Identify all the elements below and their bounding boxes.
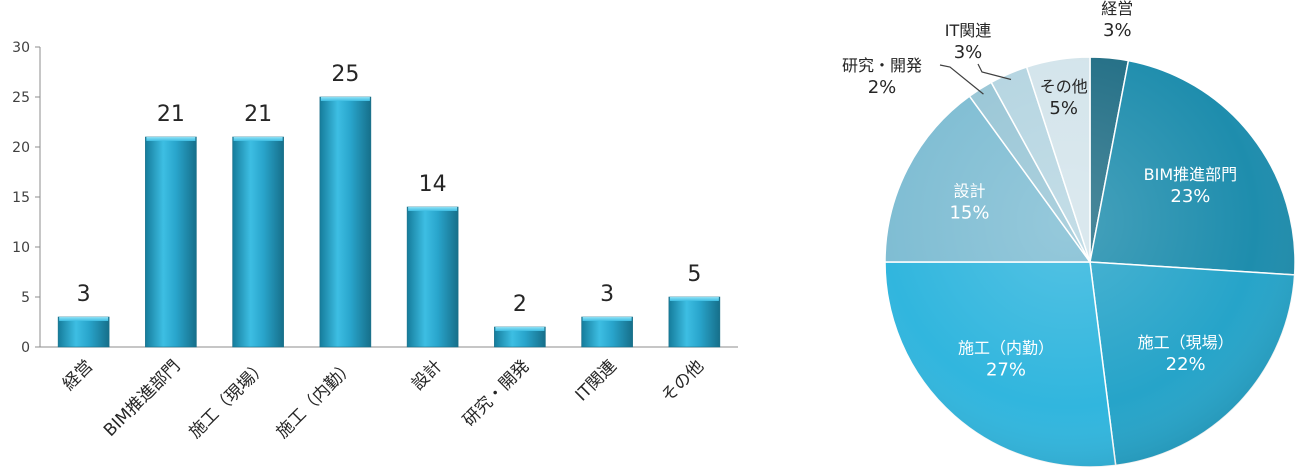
x-category-label: 設計: [408, 356, 446, 394]
x-category-label: BIM推進部門: [100, 356, 184, 440]
y-tick-label: 10: [12, 240, 30, 256]
bar-data-label: 5: [687, 262, 701, 287]
bar-data-label: 3: [600, 282, 614, 307]
y-tick-label: 5: [21, 290, 30, 306]
pie-percent-label: 3%: [1103, 20, 1132, 41]
x-category-label: 施工（内勤）: [273, 356, 359, 442]
pie-slice-label: BIM推進部門 23%: [1144, 165, 1238, 207]
bar: [232, 136, 284, 348]
pie-percent-label: 2%: [868, 77, 897, 98]
bar-data-label: 3: [77, 282, 91, 307]
bar-data-label: 21: [157, 102, 185, 127]
x-category-label: その他: [658, 356, 708, 406]
y-tick-label: 25: [12, 90, 30, 106]
bar: [319, 96, 372, 348]
bar-data-label: 14: [419, 172, 447, 197]
bar-data-label: 2: [513, 292, 527, 317]
y-tick-label: 30: [12, 40, 30, 56]
pie-leader-line: [977, 63, 1012, 81]
pie-category-label: 設計: [953, 182, 985, 201]
pie-slice-label: その他 5%: [1040, 77, 1088, 119]
pie-category-label: その他: [1040, 77, 1088, 96]
bar: [581, 316, 633, 348]
bar-data-label: 25: [331, 62, 359, 87]
bar-series: [57, 96, 721, 348]
pie-slice-label: 施工（内勤） 27%: [958, 338, 1054, 380]
pie-percent-label: 27%: [986, 359, 1026, 380]
pie-category-label: 施工（内勤）: [958, 338, 1054, 357]
pie-slice-label: 施工（現場） 22%: [1138, 333, 1234, 375]
pie-category-label: IT関連: [945, 21, 992, 40]
x-category-label: IT関連: [572, 356, 621, 405]
x-category-label: 研究・開発: [459, 356, 533, 430]
pie-leader-line: [939, 64, 984, 95]
x-category-label: 施工（現場）: [185, 356, 271, 442]
pie-percent-label: 15%: [949, 203, 989, 224]
bar-data-labels: 3 21 21 25 14 2 3 5: [77, 62, 702, 317]
pie-slice-label: IT関連 3%: [945, 21, 992, 63]
pie-slice-label: 経営 3%: [1101, 0, 1133, 41]
pie-category-label: BIM推進部門: [1144, 165, 1238, 184]
pie-percent-label: 23%: [1170, 186, 1210, 207]
pie-slices: [884, 56, 1296, 468]
bar: [145, 136, 197, 348]
y-tick-label: 20: [12, 140, 30, 156]
pie-category-label: 経営: [1101, 0, 1133, 18]
pie-labels: 経営 3% BIM推進部門 23% 施工（現場） 22% 施工（内勤） 27% 設計 15% 研究・…: [842, 0, 1237, 380]
y-tick-label: 0: [21, 340, 30, 356]
pie-category-label: 施工（現場）: [1138, 333, 1234, 352]
bar-chart: 3 21 21 25 14 2 3 5 0 5 10 15 20 25 30 経営 BIM推進部門 施工（現場…: [12, 40, 738, 443]
pie-slice-label: 研究・開発 2%: [842, 56, 922, 98]
bar: [494, 326, 546, 348]
bar: [668, 296, 721, 348]
pie-leader-lines: [939, 63, 1012, 95]
bar-data-label: 21: [244, 102, 272, 127]
pie-percent-label: 22%: [1166, 354, 1206, 375]
pie-percent-label: 3%: [954, 42, 983, 63]
x-category-label: 経営: [59, 356, 97, 394]
pie-category-label: 研究・開発: [842, 56, 922, 75]
bar: [57, 316, 110, 348]
y-tick-label: 15: [12, 190, 30, 206]
bar-axes: [35, 46, 738, 348]
bar-category-labels: 経営 BIM推進部門 施工（現場） 施工（内勤） 設計 研究・開発 IT関連 その他: [59, 356, 708, 442]
pie-percent-label: 5%: [1049, 98, 1078, 119]
bar-y-tick-labels: 0 5 10 15 20 25 30: [12, 40, 30, 356]
pie-chart: 経営 3% BIM推進部門 23% 施工（現場） 22% 施工（内勤） 27% 設計 15% 研究・…: [842, 0, 1296, 468]
pie-slice-label: 設計 15%: [949, 182, 989, 224]
bar: [406, 206, 459, 348]
